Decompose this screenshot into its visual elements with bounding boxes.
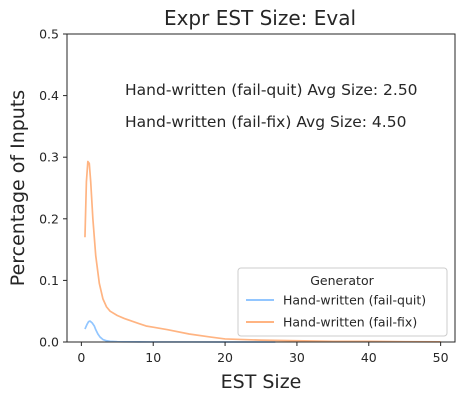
- x-tick-label: 20: [217, 350, 233, 365]
- legend-label-fail-quit: Hand-written (fail-quit): [283, 293, 426, 308]
- x-tick-label: 40: [361, 350, 377, 365]
- y-tick-label: 0.2: [39, 211, 59, 226]
- x-axis-label: EST Size: [221, 371, 302, 393]
- legend-title: Generator: [310, 273, 374, 288]
- x-tick: 30: [289, 342, 305, 365]
- y-tick: 0.3: [39, 150, 67, 165]
- x-tick-label: 0: [77, 350, 85, 365]
- x-tick-label: 10: [145, 350, 161, 365]
- y-tick: 0.2: [39, 211, 67, 226]
- x-tick: 0: [77, 342, 85, 365]
- y-tick: 0.4: [39, 88, 67, 103]
- y-axis-ticks: 0.0 0.1 0.2 0.3 0.4 0.5: [39, 27, 67, 350]
- y-tick-label: 0.5: [39, 27, 59, 42]
- y-tick: 0.5: [39, 27, 67, 42]
- plot-area: [66, 33, 456, 343]
- legend-box: [237, 267, 448, 337]
- y-tick: 0.1: [39, 273, 67, 288]
- y-tick: 0.0: [39, 335, 67, 350]
- legend: Generator Hand-written (fail-quit) Hand-…: [237, 267, 448, 337]
- x-tick: 10: [145, 342, 161, 365]
- x-tick: 20: [217, 342, 233, 365]
- x-tick: 40: [361, 342, 377, 365]
- y-tick-label: 0.3: [39, 150, 59, 165]
- x-tick-label: 30: [289, 350, 305, 365]
- y-axis-label: Percentage of Inputs: [7, 90, 29, 286]
- plot-frame: [66, 33, 456, 343]
- chart-title: Expr EST Size: Eval: [164, 6, 356, 30]
- y-tick-label: 0.1: [39, 273, 59, 288]
- series-line-fail-fix: [84, 160, 441, 343]
- annotation-fail-fix-avg: Hand-written (fail-fix) Avg Size: 4.50: [125, 113, 406, 131]
- annotation-fail-quit-avg: Hand-written (fail-quit) Avg Size: 2.50: [125, 81, 418, 99]
- x-axis-ticks: 0 10 20 30 40 50: [77, 342, 449, 365]
- y-tick-label: 0.0: [39, 335, 59, 350]
- x-tick: 50: [433, 342, 449, 365]
- y-tick-label: 0.4: [39, 88, 59, 103]
- legend-label-fail-fix: Hand-written (fail-fix): [283, 315, 417, 330]
- x-tick-label: 50: [433, 350, 449, 365]
